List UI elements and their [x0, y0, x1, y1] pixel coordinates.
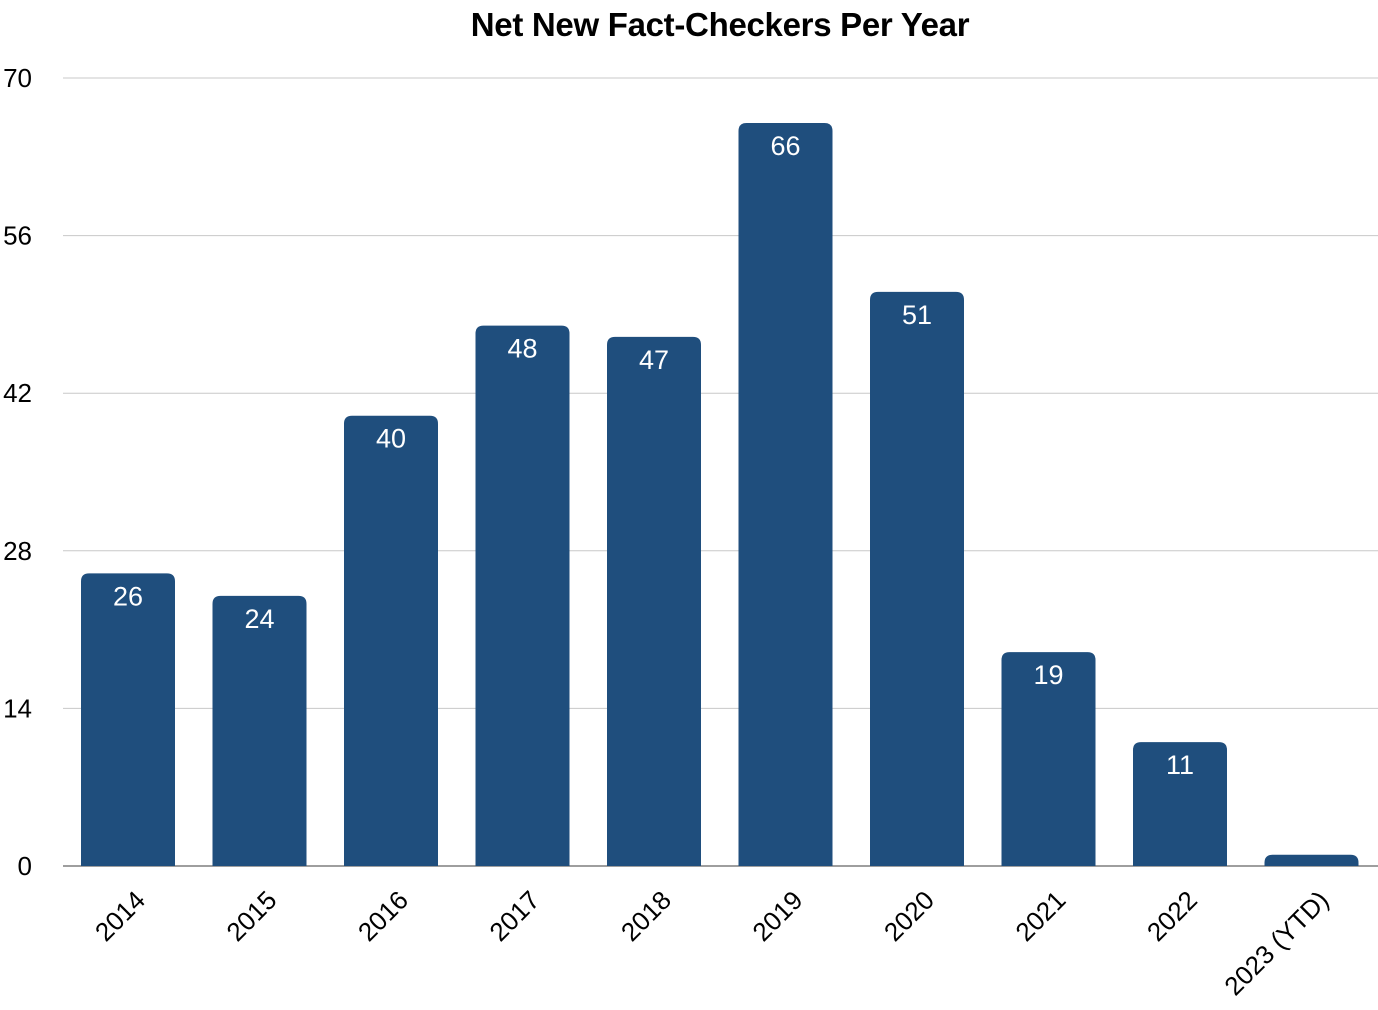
x-tick-label: 2018 [615, 885, 677, 947]
y-tick-label: 0 [18, 851, 32, 881]
x-tick-label: 2023 (YTD) [1218, 885, 1334, 1001]
bar-2015 [212, 595, 307, 866]
data-label: 40 [376, 424, 406, 454]
chart-title: Net New Fact-Checkers Per Year [470, 6, 970, 43]
y-tick-label: 70 [3, 63, 32, 93]
x-axis-ticks: 2014 2015 2016 2017 2018 2019 2020 2021 2022 2023… [89, 885, 1335, 1001]
x-tick-label: 2014 [89, 885, 151, 947]
x-tick-label: 2020 [878, 885, 940, 947]
y-axis-ticks: 0 14 28 42 56 70 [3, 63, 32, 881]
data-labels: 26 24 40 48 47 66 51 19 11 [113, 131, 1194, 780]
bar-2020 [870, 291, 964, 866]
y-tick-label: 42 [3, 378, 32, 408]
bar-2022 [1133, 742, 1227, 866]
x-tick-label: 2019 [746, 885, 808, 947]
x-tick-label: 2022 [1141, 885, 1203, 947]
data-label: 11 [1166, 750, 1194, 780]
y-tick-label: 56 [3, 221, 32, 251]
y-tick-label: 14 [3, 693, 32, 723]
bar-2019 [738, 123, 833, 867]
bar-2021 [1001, 652, 1096, 866]
bar-2014 [81, 573, 175, 866]
x-tick-label: 2017 [483, 885, 545, 947]
data-label: 47 [639, 345, 669, 375]
y-tick-label: 28 [3, 536, 32, 566]
data-label: 26 [113, 581, 143, 611]
bar-2017 [475, 325, 570, 867]
data-label: 51 [902, 300, 932, 330]
bar-2023-ytd- [1264, 854, 1359, 866]
data-label: 24 [244, 604, 274, 634]
data-label: 19 [1033, 660, 1063, 690]
x-tick-label: 2021 [1009, 885, 1071, 947]
bars [81, 123, 1359, 867]
x-tick-label: 2016 [352, 885, 414, 947]
x-tick-label: 2015 [220, 885, 282, 947]
data-label: 66 [770, 131, 800, 161]
bar-2016 [344, 415, 438, 866]
data-label: 48 [507, 334, 537, 364]
bar-2018 [607, 336, 701, 866]
